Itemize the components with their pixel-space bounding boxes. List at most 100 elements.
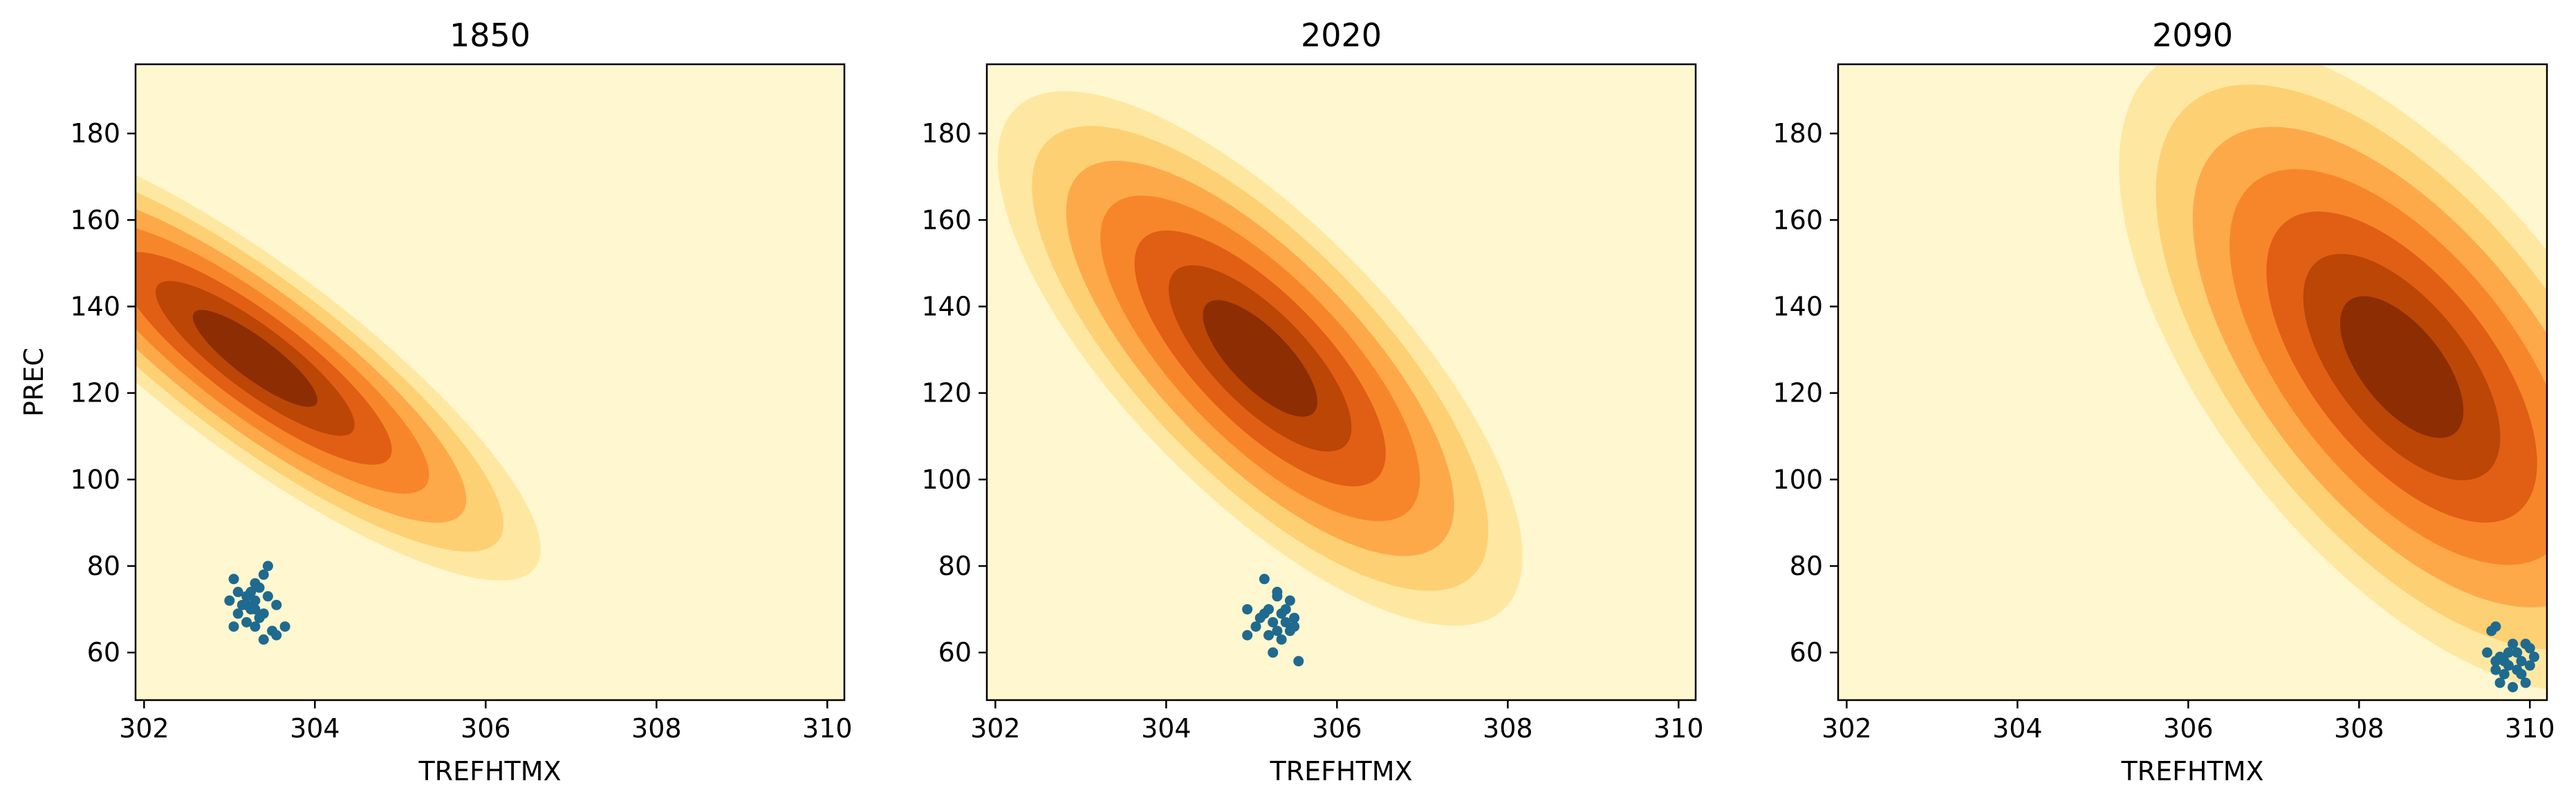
x-tick-label: 302 bbox=[119, 713, 169, 744]
data-point bbox=[271, 599, 282, 610]
y-tick-label: 80 bbox=[1790, 551, 1823, 581]
x-tick-label: 306 bbox=[1312, 713, 1362, 744]
y-tick-label: 120 bbox=[70, 378, 120, 408]
data-point bbox=[1289, 612, 1300, 623]
y-tick-label: 120 bbox=[1772, 378, 1823, 408]
y-axis-label: PREC bbox=[19, 348, 49, 417]
x-tick-label: 304 bbox=[1141, 713, 1192, 744]
y-tick-label: 160 bbox=[1772, 205, 1823, 235]
data-point bbox=[228, 621, 239, 632]
data-point bbox=[1272, 591, 1283, 602]
y-tick-label: 140 bbox=[1772, 291, 1823, 321]
data-point bbox=[1263, 630, 1275, 641]
x-axis-label: TREFHTMX bbox=[1269, 756, 1412, 787]
data-point bbox=[1276, 634, 1287, 645]
x-tick-label: 308 bbox=[631, 713, 682, 744]
x-axis-label: TREFHTMX bbox=[418, 756, 561, 787]
axes-frame bbox=[1837, 63, 2548, 701]
density-level-7 bbox=[192, 310, 317, 407]
data-point bbox=[1268, 647, 1279, 658]
data-point bbox=[241, 599, 252, 610]
y-tick-label: 80 bbox=[938, 551, 972, 581]
data-point bbox=[254, 582, 265, 593]
data-point bbox=[2494, 677, 2505, 688]
data-point bbox=[1259, 608, 1270, 619]
data-point bbox=[1280, 604, 1291, 615]
x-tick-label: 304 bbox=[290, 713, 340, 744]
data-point bbox=[241, 591, 252, 602]
x-tick-label: 302 bbox=[970, 713, 1021, 744]
data-point bbox=[1268, 616, 1279, 628]
data-point bbox=[2516, 656, 2527, 667]
data-point bbox=[224, 595, 235, 606]
chart-title: 1850 bbox=[450, 17, 530, 54]
data-point bbox=[2508, 681, 2519, 693]
density-contours bbox=[997, 91, 1523, 626]
y-tick-label: 60 bbox=[1790, 637, 1823, 668]
scatter-points bbox=[224, 561, 290, 645]
data-point bbox=[232, 608, 243, 619]
data-point bbox=[2499, 668, 2510, 679]
panel-1850: 302 304 306 308 310 60 80 100 120 140 160 180 1850 TR… bbox=[19, 17, 853, 787]
density-contours bbox=[2119, 64, 2547, 693]
data-point bbox=[2520, 677, 2531, 688]
data-point bbox=[1284, 595, 1295, 606]
y-tick-label: 60 bbox=[87, 637, 120, 668]
panel-2020: 302 304 306 308 310 60 80 100 120 140 160 180 2020 TR… bbox=[921, 17, 1704, 787]
data-point bbox=[2524, 643, 2535, 654]
panel-2090: 302 304 306 308 310 60 80 100 120 140 160 180 2090 TR… bbox=[1772, 17, 2555, 787]
y-tick-label: 140 bbox=[70, 291, 120, 321]
density-contours bbox=[136, 136, 541, 581]
data-point bbox=[2482, 647, 2493, 658]
data-point bbox=[1272, 625, 1283, 637]
data-point bbox=[271, 630, 282, 641]
y-tick-label: 180 bbox=[70, 118, 120, 149]
data-point bbox=[1293, 656, 1304, 667]
x-tick-label: 310 bbox=[2505, 713, 2555, 744]
data-point bbox=[262, 591, 273, 602]
y-tick-label: 100 bbox=[70, 464, 120, 495]
x-tick-label: 308 bbox=[2334, 713, 2384, 744]
data-point bbox=[241, 616, 252, 628]
data-point bbox=[228, 574, 239, 585]
scatter-points bbox=[2482, 621, 2539, 693]
y-tick-label: 100 bbox=[921, 464, 972, 495]
x-tick-label: 302 bbox=[1822, 713, 1872, 744]
data-point bbox=[254, 612, 265, 623]
density-level-7 bbox=[1203, 300, 1317, 417]
x-tick-label: 306 bbox=[461, 713, 511, 744]
data-point bbox=[2516, 668, 2527, 679]
data-point bbox=[2508, 639, 2519, 650]
data-point bbox=[258, 634, 269, 645]
x-tick-label: 310 bbox=[802, 713, 853, 744]
axes-frame bbox=[985, 63, 1697, 701]
x-tick-label: 308 bbox=[1483, 713, 1533, 744]
density-level-7 bbox=[2339, 296, 2464, 438]
x-tick-label: 306 bbox=[2163, 713, 2214, 744]
x-tick-label: 310 bbox=[1653, 713, 1704, 744]
data-point bbox=[1289, 621, 1300, 632]
y-tick-label: 160 bbox=[70, 205, 120, 235]
data-point bbox=[232, 587, 243, 598]
data-point bbox=[1242, 604, 1253, 615]
y-tick-label: 120 bbox=[921, 378, 972, 408]
x-tick-label: 304 bbox=[1992, 713, 2043, 744]
data-point bbox=[2503, 647, 2514, 658]
scatter-points bbox=[1242, 574, 1304, 667]
y-tick-label: 80 bbox=[87, 551, 120, 581]
data-point bbox=[2524, 660, 2535, 671]
data-point bbox=[2490, 664, 2501, 675]
data-point bbox=[250, 621, 261, 632]
data-point bbox=[1242, 630, 1253, 641]
y-tick-label: 100 bbox=[1772, 464, 1823, 495]
axes-frame bbox=[134, 63, 846, 701]
data-point bbox=[1280, 616, 1291, 628]
chart-title: 2090 bbox=[2152, 17, 2233, 54]
data-point bbox=[2486, 625, 2497, 637]
y-tick-label: 180 bbox=[1772, 118, 1823, 149]
data-point bbox=[250, 595, 261, 606]
data-point bbox=[279, 621, 290, 632]
x-axis-label: TREFHTMX bbox=[2120, 756, 2263, 787]
data-point bbox=[250, 604, 261, 615]
